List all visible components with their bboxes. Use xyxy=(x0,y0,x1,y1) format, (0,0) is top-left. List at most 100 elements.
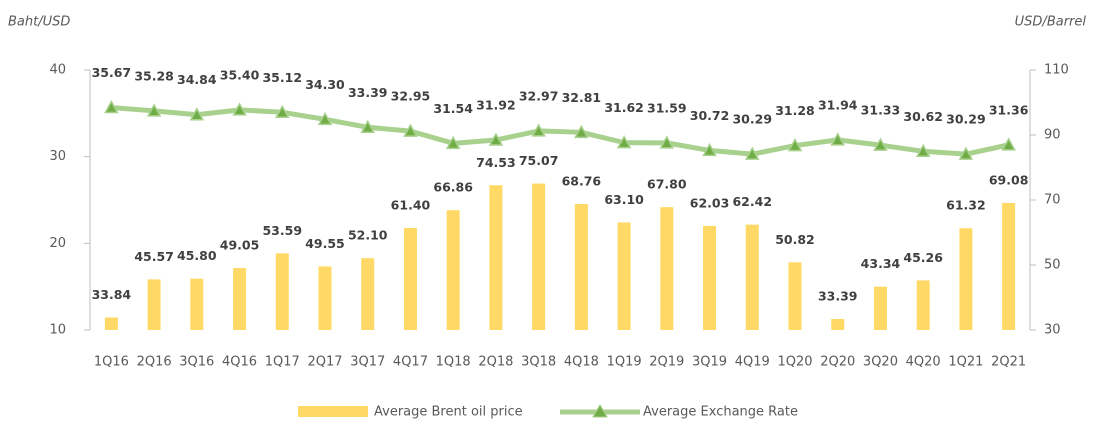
bar-value-label: 68.76 xyxy=(562,174,602,189)
line-marker xyxy=(745,146,760,160)
bar-value-label: 45.26 xyxy=(903,250,943,265)
x-tick-label: 1Q16 xyxy=(94,355,129,370)
legend-swatch xyxy=(298,406,368,417)
line-marker xyxy=(787,138,803,152)
y2-tick-label: 70 xyxy=(1044,193,1061,208)
bar xyxy=(788,262,802,330)
line-marker xyxy=(915,143,931,158)
x-tick-label: 4Q16 xyxy=(222,355,257,370)
bar xyxy=(1002,202,1016,330)
bar xyxy=(275,253,289,330)
line-value-label: 34.30 xyxy=(305,77,345,92)
bar-value-label: 62.42 xyxy=(732,194,772,209)
x-tick-label: 3Q17 xyxy=(350,355,385,370)
bar-value-label: 33.39 xyxy=(818,288,858,303)
x-tick-label: 3Q16 xyxy=(179,355,214,370)
bar xyxy=(403,227,417,330)
y-tick-label: 10 xyxy=(49,323,66,338)
bar-value-label: 75.07 xyxy=(519,153,559,168)
y2-tick-label: 90 xyxy=(1044,128,1061,143)
bar xyxy=(660,207,674,330)
line-marker xyxy=(531,123,546,137)
bar-value-label: 43.34 xyxy=(861,256,901,271)
x-tick-label: 1Q19 xyxy=(607,355,642,370)
bar-value-label: 61.40 xyxy=(391,197,431,212)
line xyxy=(111,105,1010,157)
y-tick-label: 30 xyxy=(49,149,66,164)
x-tick-label: 1Q18 xyxy=(436,355,471,370)
line-value-label: 32.81 xyxy=(562,90,602,105)
bar-value-label: 50.82 xyxy=(775,232,815,247)
x-tick-label: 4Q19 xyxy=(735,355,770,370)
y2-tick-label: 30 xyxy=(1044,323,1061,338)
y2-tick-label: 50 xyxy=(1044,258,1061,273)
line-marker xyxy=(1001,137,1016,151)
line-marker xyxy=(104,99,119,114)
bar xyxy=(233,268,247,330)
y2-axis-label: USD/Barrel xyxy=(1015,15,1087,30)
line-value-label: 35.12 xyxy=(262,70,302,85)
line-value-label: 31.33 xyxy=(861,103,901,118)
y-tick-label: 40 xyxy=(49,63,66,78)
x-tick-label: 1Q21 xyxy=(948,355,983,370)
line-value-label: 31.92 xyxy=(476,98,516,113)
bar xyxy=(147,279,161,330)
bar xyxy=(489,185,503,330)
legend-label: Average Exchange Rate xyxy=(643,405,798,420)
line-value-label: 33.39 xyxy=(348,85,388,100)
bar-value-label: 49.05 xyxy=(220,238,260,253)
line-marker xyxy=(659,135,675,149)
x-tick-label: 3Q19 xyxy=(692,355,727,370)
line-value-label: 30.29 xyxy=(732,112,772,127)
bar xyxy=(361,258,375,330)
bar-value-label: 63.10 xyxy=(604,192,644,207)
x-tick-label: 1Q20 xyxy=(777,355,812,370)
line-value-label: 30.62 xyxy=(903,109,943,124)
x-tick-label: 2Q19 xyxy=(649,355,684,370)
line-marker xyxy=(146,103,162,117)
x-tick-label: 2Q16 xyxy=(137,355,172,370)
bar xyxy=(916,280,930,330)
bar xyxy=(617,222,631,330)
bar xyxy=(703,225,717,330)
bar-value-label: 45.80 xyxy=(177,248,217,263)
bar xyxy=(446,210,460,330)
line-marker xyxy=(488,132,504,146)
bar-value-label: 52.10 xyxy=(348,228,388,243)
line-marker xyxy=(616,135,632,149)
bar xyxy=(318,266,332,330)
x-tick-label: 4Q18 xyxy=(564,355,599,370)
line-marker xyxy=(189,107,205,121)
bar-value-label: 74.53 xyxy=(476,155,516,170)
bar xyxy=(190,278,204,330)
x-tick-label: 4Q20 xyxy=(906,355,941,370)
line-value-label: 31.54 xyxy=(433,101,473,116)
line-marker xyxy=(275,104,290,119)
line-value-label: 31.94 xyxy=(818,97,858,112)
bar xyxy=(745,224,759,330)
line-marker xyxy=(232,102,247,116)
bar-value-label: 69.08 xyxy=(989,172,1029,187)
x-tick-label: 3Q18 xyxy=(521,355,556,370)
line-value-label: 31.36 xyxy=(989,102,1029,117)
line-value-label: 31.62 xyxy=(604,100,644,115)
line-marker xyxy=(830,132,845,146)
y-tick-label: 20 xyxy=(49,236,66,251)
line-value-label: 35.28 xyxy=(134,68,174,83)
bar-value-label: 53.59 xyxy=(262,223,302,238)
bar-value-label: 66.86 xyxy=(433,180,473,195)
bar xyxy=(104,317,118,330)
line-value-label: 31.28 xyxy=(775,103,815,118)
line-marker xyxy=(360,119,375,134)
line-value-label: 31.59 xyxy=(647,100,687,115)
line-value-label: 35.40 xyxy=(220,67,260,82)
bar-value-label: 33.84 xyxy=(92,287,132,302)
line-marker xyxy=(317,111,333,126)
x-tick-label: 2Q20 xyxy=(820,355,855,370)
line-value-label: 30.29 xyxy=(946,112,986,127)
line-value-label: 32.95 xyxy=(391,89,431,104)
x-tick-label: 1Q17 xyxy=(265,355,300,370)
line-value-label: 32.97 xyxy=(519,88,559,103)
legend-label: Average Brent oil price xyxy=(374,405,523,420)
